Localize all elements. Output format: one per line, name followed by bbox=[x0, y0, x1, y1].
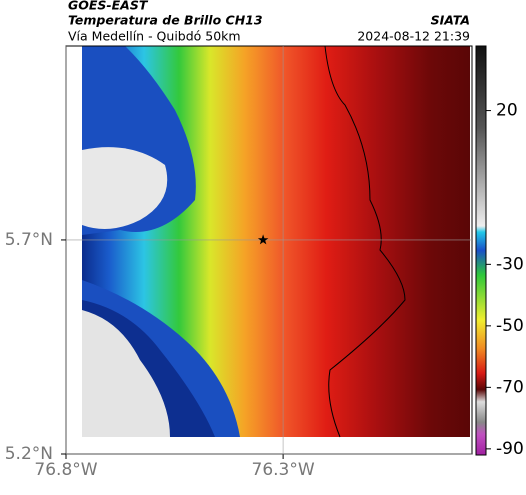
colorbar-tick-label: -50 bbox=[496, 316, 524, 336]
colorbar-tick-label: -30 bbox=[496, 254, 524, 274]
location-marker bbox=[257, 234, 269, 245]
timestamp: 2024-08-12 21:39 bbox=[357, 29, 470, 44]
y-tick-label: 5.2°N bbox=[5, 444, 53, 464]
raster bbox=[82, 45, 470, 438]
y-tick-label: 5.7°N bbox=[5, 230, 53, 250]
colorbar bbox=[475, 45, 487, 456]
x-tick-label: 76.8°W bbox=[34, 460, 97, 480]
colorbar-tick-label: -90 bbox=[496, 439, 524, 459]
product: Temperatura de Brillo CH13 bbox=[68, 13, 263, 28]
cloud-top bbox=[82, 310, 170, 437]
border bbox=[324, 45, 406, 438]
x-tick-label: 76.3°W bbox=[252, 460, 315, 480]
route: Vía Medellín - Quibdó 50km bbox=[68, 29, 241, 44]
colorbar-tick-label: -70 bbox=[496, 377, 524, 397]
agency: SIATA bbox=[431, 13, 470, 28]
cloud-top bbox=[82, 147, 168, 229]
source: GOES-EAST bbox=[68, 0, 149, 13]
colorbar-tick-label: 20 bbox=[496, 101, 518, 121]
